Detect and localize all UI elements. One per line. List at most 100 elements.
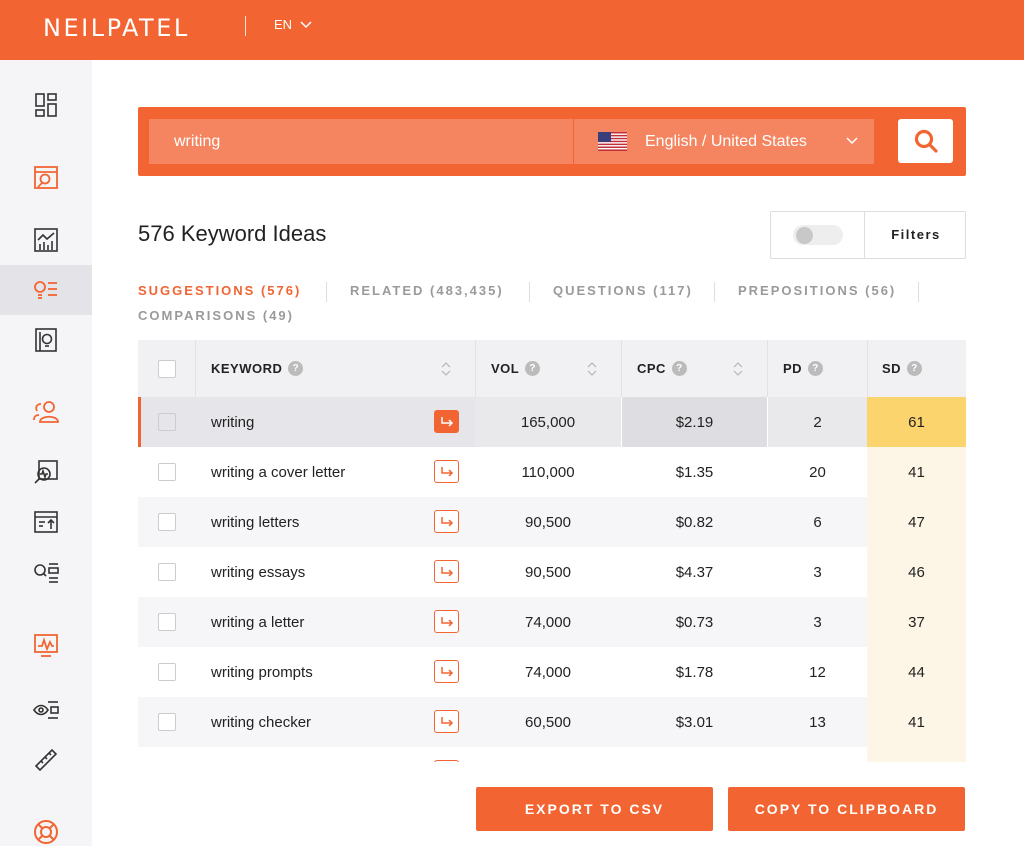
row-checkbox[interactable] [158,513,176,531]
chart-board-icon [34,511,58,533]
column-header-pd[interactable]: PD? [783,340,824,397]
row-checkbox[interactable] [158,413,176,431]
sidebar-item-rank-tracker[interactable] [0,447,92,497]
language-selector[interactable]: EN [274,17,312,32]
table-row[interactable] [138,747,966,762]
row-checkbox[interactable] [158,463,176,481]
cpc-cell: $0.73 [675,613,714,631]
help-icon[interactable]: ? [808,361,824,376]
sort-icon[interactable] [440,359,452,379]
pd-cell: 20 [809,463,826,481]
open-keyword-button[interactable] [434,560,459,583]
column-header-sd[interactable]: SD? [882,340,923,397]
keyword-cell[interactable]: writing essays [211,563,306,581]
tab-divider [529,282,530,302]
select-all-checkbox[interactable] [158,360,176,378]
open-keyword-button[interactable] [434,460,459,483]
sidebar-item-keyword-ideas[interactable] [0,265,92,315]
sd-cell: 47 [867,497,966,547]
keyword-cell[interactable]: writing [211,413,255,431]
sort-icon[interactable] [732,359,744,379]
column-header-vol[interactable]: VOL? [491,340,541,397]
keyword-cell[interactable]: writing letters [211,513,300,531]
column-header-cpc[interactable]: CPC? [637,340,687,397]
sidebar-item-traffic-analyzer[interactable] [0,215,92,265]
keyword-cell[interactable]: writing a cover letter [211,463,346,481]
chevron-down-icon [846,137,858,145]
sidebar-item-visibility-list[interactable] [0,685,92,735]
sidebar-item-site-audit[interactable] [0,153,92,203]
column-label: CPC [637,361,666,376]
table-row[interactable]: writing letters 90,500 $0.82 6 47 [138,497,966,547]
open-keyword-button[interactable] [434,510,459,533]
tab-comparisons[interactable]: COMPARISONS (49) [138,308,294,323]
arrow-right-icon [440,666,453,677]
arrow-right-icon [440,616,453,627]
open-keyword-button[interactable] [434,610,459,633]
row-checkbox[interactable] [158,613,176,631]
filters-button[interactable]: Filters [891,227,941,242]
sidebar-item-users[interactable] [0,387,92,437]
locale-dropdown[interactable]: English / United States [574,119,874,164]
help-icon[interactable]: ? [525,361,541,376]
tab-related[interactable]: RELATED (483,435) [350,283,504,298]
sidebar-item-dashboard[interactable] [0,80,92,130]
us-flag-icon [598,132,627,151]
keyword-search-input[interactable]: writing [149,119,573,164]
sidebar-item-activity-monitor[interactable] [0,620,92,670]
filters-panel: Filters [770,211,966,259]
sidebar-item-search-list[interactable] [0,547,92,597]
chevron-down-icon [300,20,312,28]
pd-cell: 12 [809,663,826,681]
row-checkbox[interactable] [158,713,176,731]
copy-clipboard-button[interactable]: COPY TO CLIPBOARD [728,787,965,831]
table-row[interactable]: writing prompts 74,000 $1.78 12 44 [138,647,966,697]
table-row[interactable]: writing a cover letter 110,000 $1.35 20 … [138,447,966,497]
open-keyword-button[interactable] [434,410,459,433]
cell-divider [767,397,768,447]
sort-icon[interactable] [586,359,598,379]
table-header: KEYWORD? VOL? CPC? PD? SD? [138,340,966,397]
content-ideas-icon [35,328,57,352]
sd-cell: 44 [867,647,966,697]
open-keyword-button[interactable] [434,710,459,733]
help-icon[interactable]: ? [288,361,304,376]
help-icon[interactable]: ? [907,361,923,376]
row-checkbox[interactable] [158,563,176,581]
keyword-table: KEYWORD? VOL? CPC? PD? SD? writing 165,0… [138,340,966,762]
keyword-cell[interactable]: writing checker [211,713,312,731]
arrow-right-icon [440,566,453,577]
tab-suggestions[interactable]: SUGGESTIONS (576) [138,283,302,298]
pd-cell: 3 [813,613,822,631]
sidebar-item-content-ideas[interactable] [0,315,92,365]
vol-cell: 74,000 [525,613,571,631]
help-icon[interactable]: ? [671,361,687,376]
column-header-keyword[interactable]: KEYWORD? [211,340,304,397]
table-row[interactable]: writing a letter 74,000 $0.73 3 37 [138,597,966,647]
export-csv-button[interactable]: EXPORT TO CSV [476,787,713,831]
search-button[interactable] [898,119,953,163]
sd-cell: 61 [867,397,966,447]
cpc-cell: $2.19 [622,397,767,447]
tab-divider [918,282,919,302]
row-checkbox[interactable] [158,663,176,681]
filter-toggle[interactable] [793,225,843,245]
brand-logo[interactable]: NEILPATEL [43,14,190,42]
sd-cell: 41 [867,447,966,497]
vol-cell: 90,500 [525,563,571,581]
sidebar-item-link-tools[interactable] [0,735,92,785]
sidebar-item-help[interactable] [0,807,92,846]
keyword-cell[interactable]: writing a letter [211,613,305,631]
top-bar: NEILPATEL EN [0,0,1024,60]
open-keyword-button[interactable] [434,760,459,762]
table-row[interactable]: writing essays 90,500 $4.37 3 46 [138,547,966,597]
selected-row-indicator [138,397,141,447]
keyword-cell[interactable]: writing prompts [211,663,313,681]
sidebar-item-chart-board[interactable] [0,497,92,547]
column-label: KEYWORD [211,361,283,376]
tab-questions[interactable]: QUESTIONS (117) [553,283,693,298]
table-row[interactable]: writing checker 60,500 $3.01 13 41 [138,697,966,747]
open-keyword-button[interactable] [434,660,459,683]
tab-prepositions[interactable]: PREPOSITIONS (56) [738,283,897,298]
table-row[interactable]: writing 165,000 $2.19 2 61 [138,397,966,447]
